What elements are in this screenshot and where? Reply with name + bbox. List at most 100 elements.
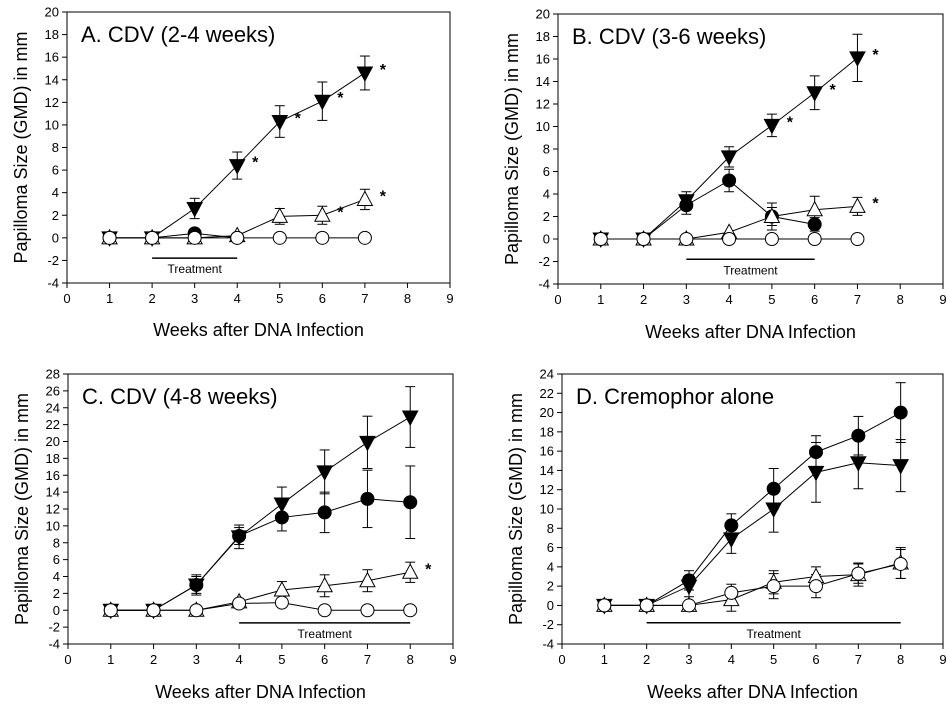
data-point [273,497,291,513]
y-tick-label: 16 [536,52,550,67]
data-point [766,481,781,496]
y-tick-label: 2 [52,208,59,223]
data-point [850,232,865,246]
y-tick-label: 28 [46,367,60,382]
x-tick-label: 6 [319,291,326,306]
y-tick-label: 4 [53,569,60,584]
data-point [851,566,866,581]
data-point [766,579,781,594]
data-point [274,510,289,525]
markers-circle-filled [103,491,418,618]
significance-star: * [872,47,879,64]
data-point [724,518,739,533]
y-tick-label: 10 [46,518,60,533]
markers-triangle-up-open: ** [101,188,387,245]
y-tick-label: 6 [543,164,550,179]
x-tick-label: 6 [811,292,818,307]
treatment-label: Treatment [723,263,778,277]
data-point [403,603,418,618]
y-tick-label: 2 [547,579,554,594]
plot-frame [66,11,451,284]
data-point [359,435,376,452]
data-point [597,598,612,613]
x-tick-label: 2 [148,291,155,306]
y-tick-label: -4 [542,637,554,652]
data-point [317,603,332,618]
y-tick-label: 6 [547,540,554,555]
x-axis-title: Weeks after DNA Infection [153,320,364,340]
data-point [809,579,823,594]
data-point [763,118,781,135]
data-point [636,232,651,246]
y-tick-label: 20 [45,5,59,20]
x-tick-label: 2 [150,652,157,667]
y-tick-label: 8 [52,140,59,155]
y-tick-label: -2 [47,253,59,268]
plot-frame [561,373,944,645]
data-point [764,232,779,246]
y-tick-label: 12 [540,482,554,497]
x-tick-label: 3 [191,291,198,306]
data-point [145,230,160,245]
markers-triangle-down-filled: **** [101,62,387,247]
y-tick-label: 0 [53,603,60,618]
x-tick-label: 5 [278,652,285,667]
x-tick-label: 9 [446,291,453,306]
data-point [679,232,694,246]
y-tick-label: 0 [547,598,554,613]
y-tick-label: 2 [53,586,60,601]
data-point [232,529,247,543]
data-point [316,465,334,481]
panel-title: A. CDV (2-4 weeks) [81,22,275,47]
data-point [360,603,375,618]
data-point [807,232,822,246]
x-tick-label: 8 [404,291,411,306]
markers-circle-open [597,556,908,613]
treatment-label: Treatment [298,627,353,641]
x-tick-label: 8 [897,292,904,307]
data-point [722,532,740,548]
x-tick-label: 2 [640,292,647,307]
series-triangle-up-open [109,188,370,239]
data-point [593,232,608,246]
x-axis-title: Weeks after DNA Infection [647,682,858,702]
panel-title: C. CDV (4-8 weeks) [82,384,278,409]
y-tick-label: 22 [46,417,60,432]
significance-star: * [380,62,387,79]
series-line [109,232,238,239]
x-tick-label: 3 [193,652,200,667]
panel-title: D. Cremophor alone [576,384,774,409]
y-tick-label: 22 [540,386,554,401]
y-tick-label: -2 [48,620,60,635]
y-tick-label: 6 [52,163,59,178]
x-tick-label: 5 [276,291,283,306]
series-line [110,602,411,611]
data-point [806,86,824,102]
data-point [317,505,332,520]
data-point [849,456,867,472]
y-tick-label: -4 [47,276,59,291]
x-tick-label: 9 [939,292,946,307]
markers-circle-filled [593,173,822,246]
data-point [189,577,204,592]
data-point [809,445,823,460]
data-point [724,585,739,600]
y-tick-label: 10 [536,119,550,134]
x-tick-label: 2 [643,652,650,667]
significance-star: * [787,114,794,131]
series-circle-filled [109,232,238,239]
y-tick-label: -4 [48,637,60,652]
series-circle-open [110,602,411,611]
data-point [639,598,654,613]
y-axis-title: Papilloma Size (GMD) in mm [502,33,522,265]
data-point [356,190,374,206]
data-point [401,410,419,427]
data-point [720,150,738,166]
y-tick-label: 0 [543,232,550,247]
x-tick-label: 0 [554,292,561,307]
y-tick-label: -4 [538,277,550,292]
x-tick-label: 9 [939,652,946,667]
data-point [232,596,247,611]
